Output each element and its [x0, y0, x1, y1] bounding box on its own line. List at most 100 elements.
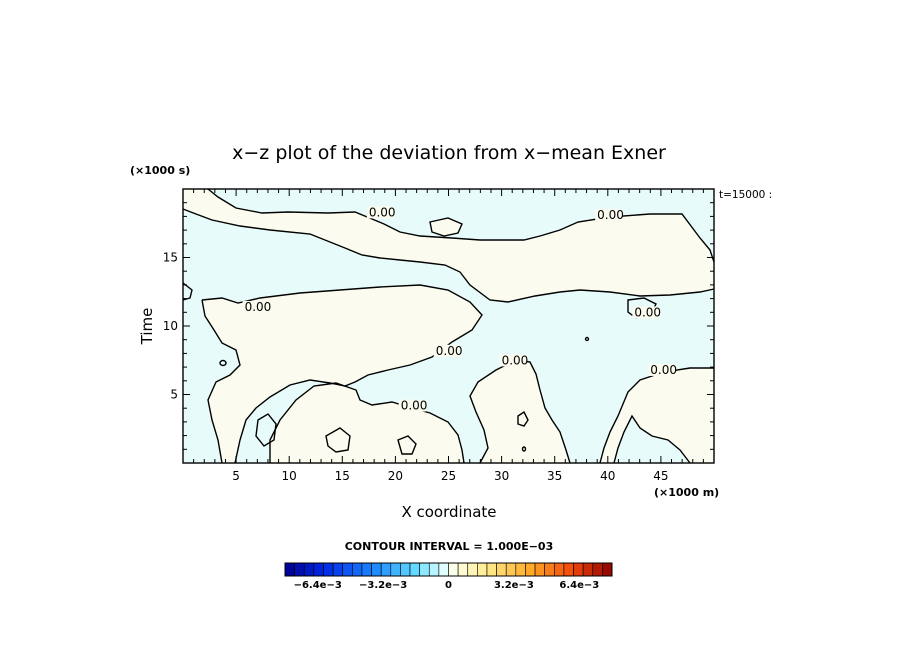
- colorbar-swatch: [467, 562, 478, 577]
- positive-region-islet: [430, 218, 462, 236]
- colorbar-swatch: [323, 562, 334, 577]
- contour-label: 0.00: [634, 305, 661, 319]
- x-axis-label: X coordinate: [401, 503, 496, 521]
- colorbar-frame: [284, 562, 613, 577]
- colorbar-swatch: [400, 562, 411, 577]
- contour-small-ring-2: [325, 427, 351, 453]
- x-axis-unit: (×1000 m): [654, 486, 719, 499]
- contour-interval-text: CONTOUR INTERVAL = 1.000E−03: [345, 540, 554, 553]
- contour-small-ring-4: [517, 410, 529, 427]
- colorbar-swatch: [380, 562, 392, 577]
- positive-region-mid: [202, 285, 482, 463]
- colorbar-swatch: [486, 562, 497, 577]
- contour-label-bg: [499, 354, 527, 367]
- colorbar-swatch: [592, 562, 603, 577]
- colorbar-swatch: [573, 562, 584, 577]
- colorbar-swatch: [409, 562, 420, 577]
- colorbar-swatch: [428, 562, 440, 577]
- contour-small-ring-3: [397, 435, 417, 455]
- colorbar-swatch: [496, 562, 507, 577]
- colorbar: [284, 562, 613, 577]
- time-stamp: t=15000 :: [719, 189, 772, 201]
- colorbar-tick-label: −3.2e−3: [359, 580, 407, 591]
- y-axis-label: Time: [138, 308, 156, 346]
- colorbar-tick-label: 3.2e−3: [494, 580, 534, 591]
- contour-label-bg: [242, 300, 270, 313]
- y-tick-label: 15: [163, 251, 178, 265]
- contour-label: 0.00: [401, 399, 428, 413]
- colorbar-swatch: [438, 562, 449, 577]
- colorbar-ticks: −6.4e−3 −3.2e−3 0 3.2e−3 6.4e−3: [294, 580, 600, 591]
- positive-region-bottom: [270, 360, 714, 463]
- colorbar-swatch: [515, 562, 526, 577]
- colorbar-swatch: [582, 562, 594, 577]
- contour-top: [207, 188, 715, 263]
- y-tick-label: 10: [163, 319, 178, 333]
- x-tick-label: 40: [600, 469, 615, 483]
- colorbar-swatch: [563, 562, 574, 577]
- colorbar-swatch: [419, 562, 430, 577]
- contour-label: 0.00: [245, 300, 272, 314]
- positive-regions: [183, 189, 714, 463]
- colorbar-swatch: [390, 562, 401, 577]
- chart-title: x−z plot of the deviation from x−mean Ex…: [232, 142, 666, 164]
- contour-label-bg: [595, 209, 623, 222]
- colorbar-swatch: [505, 562, 517, 577]
- colorbar-tick-label: −6.4e−3: [294, 580, 342, 591]
- contour-label-bg: [398, 399, 426, 412]
- x-tick-label: 25: [441, 469, 456, 483]
- contour-label: 0.00: [436, 344, 463, 358]
- contour-label: 0.00: [597, 208, 624, 222]
- x-tick-label: 30: [494, 469, 509, 483]
- y-axis-ticks: 5 10 15: [163, 188, 714, 464]
- y-tick-label: 5: [170, 388, 178, 402]
- colorbar-swatch: [284, 562, 295, 577]
- contour-bottom-c: [599, 367, 714, 464]
- contour-bottom-a: [269, 382, 465, 464]
- contour-label: 0.00: [650, 363, 677, 377]
- contour-label-bg: [433, 344, 461, 357]
- colorbar-tick-label: 6.4e−3: [559, 580, 599, 591]
- colorbar-swatch: [534, 562, 545, 577]
- contour-label-bg: [366, 206, 394, 219]
- colorbar-swatch: [448, 562, 459, 577]
- contour-mid-left: [201, 299, 241, 464]
- contour-label: 0.00: [369, 205, 396, 219]
- contour-dot-3: [521, 446, 527, 452]
- colorbar-swatch: [332, 562, 344, 577]
- contour-plot-area: 0.00 0.00 0.00 0.00 0.00 0.00 0.00 0.00 5 10 15 20…: [163, 188, 715, 483]
- x-tick-label: 15: [335, 469, 350, 483]
- positive-region-top: [183, 189, 714, 302]
- contour-dot-2: [584, 336, 590, 342]
- colorbar-swatch: [553, 562, 565, 577]
- colorbar-swatch: [477, 562, 488, 577]
- x-tick-label: 5: [232, 469, 240, 483]
- contour-mid: [201, 284, 483, 464]
- colorbar-swatch: [371, 562, 382, 577]
- contour-label-bg: [648, 363, 676, 376]
- contour-label: 0.00: [502, 353, 529, 367]
- contour-labels: 0.00 0.00 0.00 0.00 0.00 0.00 0.00 0.00: [242, 205, 677, 413]
- colorbar-swatch: [342, 562, 353, 577]
- contour-label-bg: [632, 306, 660, 319]
- colorbar-tick-label: 0: [445, 580, 452, 591]
- colorbar-swatch: [544, 562, 555, 577]
- x-tick-label: 10: [282, 469, 297, 483]
- contour-small-ring-1: [255, 413, 277, 447]
- colorbar-swatch: [361, 562, 372, 577]
- contour-bottom-d: [613, 414, 691, 464]
- colorbar-swatch: [303, 562, 315, 577]
- colorbar-swatch: [525, 562, 536, 577]
- y-axis-unit: (×1000 s): [130, 164, 190, 177]
- x-tick-label: 35: [547, 469, 562, 483]
- colorbar-swatch: [294, 562, 305, 577]
- colorbar-swatch: [457, 562, 469, 577]
- x-tick-label: 20: [388, 469, 403, 483]
- x-axis-ticks: 5 10 15 20 25 30 35 40 45: [182, 189, 715, 483]
- contour-islet: [429, 217, 463, 237]
- contour-dot-1: [219, 359, 227, 367]
- colorbar-swatch: [602, 562, 613, 577]
- colorbar-swatch: [352, 562, 363, 577]
- colorbar-swatch: [313, 562, 324, 577]
